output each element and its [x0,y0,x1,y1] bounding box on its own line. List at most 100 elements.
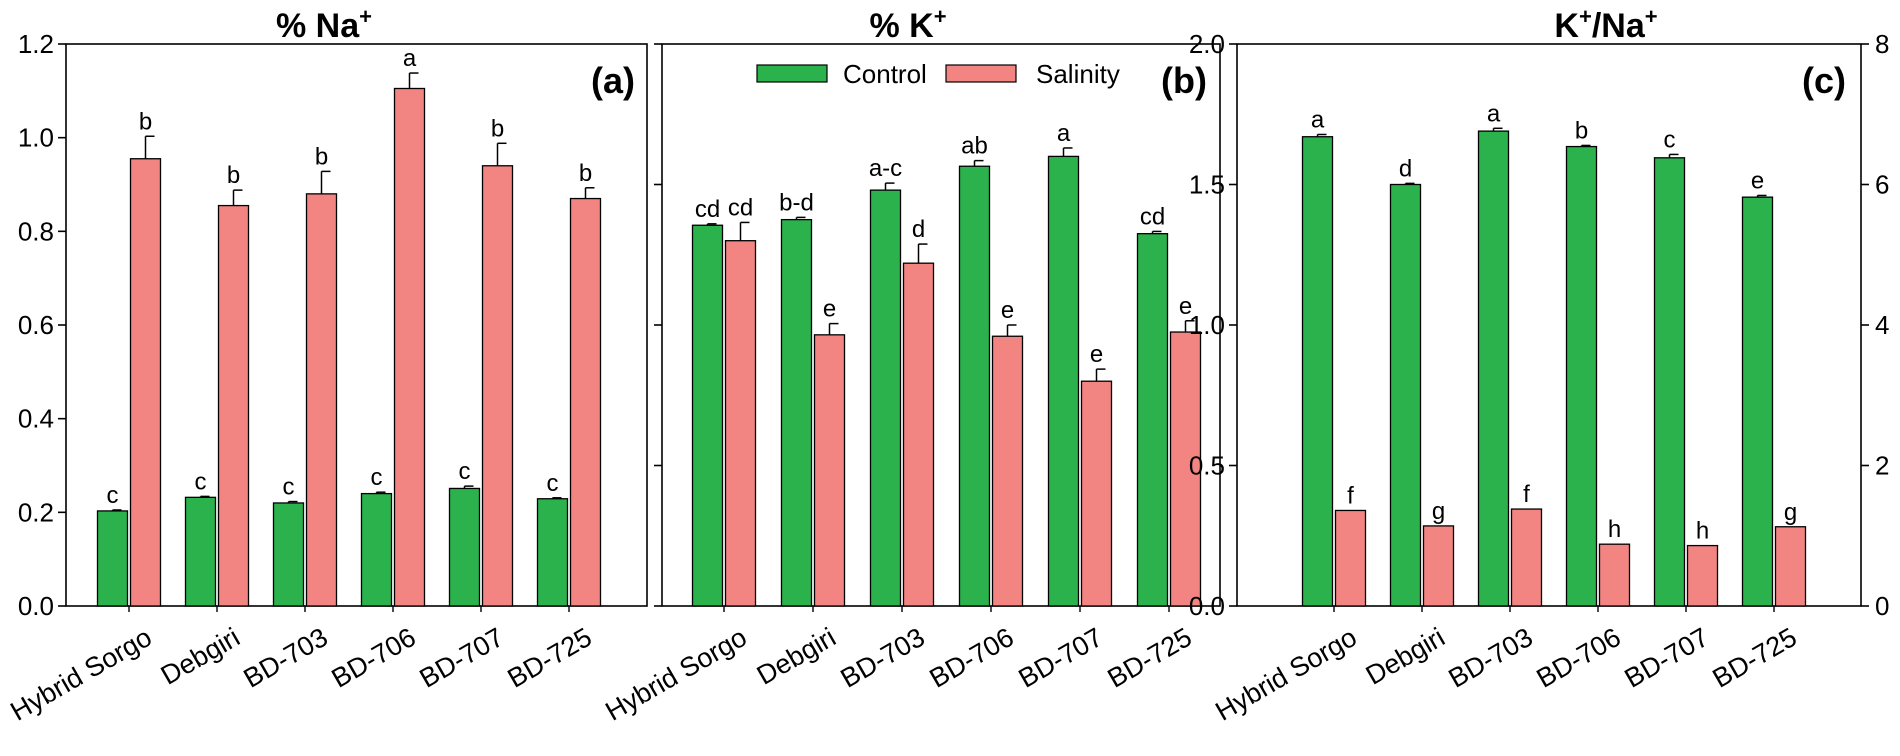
x-category-label: Hybrid Sorgo [1210,622,1361,727]
x-category-label: Debgiri [1361,622,1450,691]
y-tick-label: 0.8 [18,216,54,246]
bar-control [96,510,129,607]
significance-letter: a [1311,106,1325,133]
x-category-label: Hybrid Sorgo [5,622,156,727]
y2-tick-label: 4 [1875,310,1889,340]
significance-letter: cd [1140,203,1165,230]
legend-swatch-control [756,64,828,83]
bar-control [272,502,305,607]
y-tick-label: 0.5 [1189,451,1225,481]
x-category-label: BD-707 [415,622,509,694]
significance-letter: f [1347,482,1354,509]
panel-b-title: % K+ [869,4,946,45]
bar-salinity [991,335,1024,607]
bar-control [869,189,902,607]
x-category-label: Hybrid Sorgo [600,622,751,727]
significance-letter: a-c [869,155,902,182]
significance-letter: a [1487,100,1501,127]
bar-salinity [129,158,162,607]
y-tick-label: 1.5 [1189,170,1225,200]
bar-salinity [1598,543,1631,607]
x-category-label: BD-703 [1444,622,1538,694]
bar-control [1741,196,1774,607]
significance-letter: cd [728,194,753,221]
bar-salinity [217,204,250,607]
significance-letter: b [1575,117,1588,144]
significance-letter: d [1399,155,1412,182]
x-category-label: BD-706 [925,622,1019,694]
bar-salinity [1422,525,1455,607]
significance-letter: b [315,143,328,170]
x-category-label: BD-725 [503,622,597,694]
y2-tick-label: 8 [1875,29,1889,59]
significance-letter: a [403,45,417,72]
bar-salinity [902,262,935,607]
x-category-label: BD-703 [239,622,333,694]
x-category-label: Debgiri [752,622,841,691]
significance-letter: c [1664,126,1676,153]
significance-letter: d [912,216,925,243]
panel-a-sodium: % Na+ (a) 0.0 0.2 0.4 0.6 0.8 1.0 1.2 c b Hybrid … [5,4,648,727]
significance-letter: a [1057,120,1071,147]
bar-control [1477,130,1510,607]
significance-letter: b [491,115,504,142]
significance-letter: e [1751,167,1764,194]
bar-salinity [481,165,514,607]
panel-a-label: (a) [591,60,635,101]
significance-letter: c [107,482,119,509]
y-tick-label: 0.6 [18,310,54,340]
significance-letter: c [195,468,207,495]
significance-letter: cd [695,196,720,223]
significance-letter: h [1608,516,1621,543]
bar-salinity [305,193,338,607]
significance-letter: c [459,458,471,485]
bar-salinity [1334,509,1367,607]
bar-control [1389,183,1422,607]
bar-control [1565,145,1598,607]
bar-control [448,487,481,607]
significance-letter: b [579,160,592,187]
y-tick-label: 1.0 [1189,310,1225,340]
bar-control [1301,136,1334,607]
bar-salinity [1510,508,1543,607]
x-category-label: BD-706 [1532,622,1626,694]
legend-label-salinity: Salinity [1036,59,1120,89]
bar-salinity [813,334,846,607]
bar-control [691,224,724,607]
x-category-label: BD-706 [327,622,421,694]
panel-c-ratio: K+/Na+ (c) 0.0 0.5 1.0 1.5 2.0 0 2 4 6 8 a f Hybrid … [1189,4,1890,727]
bar-salinity [569,197,602,607]
significance-letter: e [1179,293,1192,320]
significance-letter: e [823,296,836,323]
x-category-label: BD-725 [1708,622,1802,694]
legend-swatch-salinity [945,64,1017,83]
x-category-label: Debgiri [156,622,245,691]
panel-c-label: (c) [1802,60,1846,101]
significance-letter: c [371,464,383,491]
bar-control [1653,157,1686,607]
significance-letter: e [1001,297,1014,324]
y-tick-label: 1.2 [18,29,54,59]
significance-letter: b [139,108,152,135]
bar-salinity [724,240,757,607]
significance-letter: ab [961,133,988,160]
y-tick-label: 0.0 [18,591,54,621]
significance-letter: e [1090,341,1103,368]
y-tick-label: 0.2 [18,497,54,527]
x-category-label: BD-707 [1620,622,1714,694]
x-category-label: BD-703 [836,622,930,694]
bar-control [1136,233,1169,607]
bar-salinity [1774,526,1807,607]
bar-salinity [1169,331,1202,607]
significance-letter: h [1696,518,1709,545]
significance-letter: c [283,474,295,501]
panel-b-label: (b) [1161,60,1207,101]
bar-control [958,165,991,607]
x-category-label: BD-725 [1103,622,1197,694]
significance-letter: b [227,162,240,189]
bar-control [780,218,813,607]
y2-tick-label: 6 [1875,170,1889,200]
y2-tick-label: 2 [1875,451,1889,481]
bar-salinity [1080,380,1113,607]
